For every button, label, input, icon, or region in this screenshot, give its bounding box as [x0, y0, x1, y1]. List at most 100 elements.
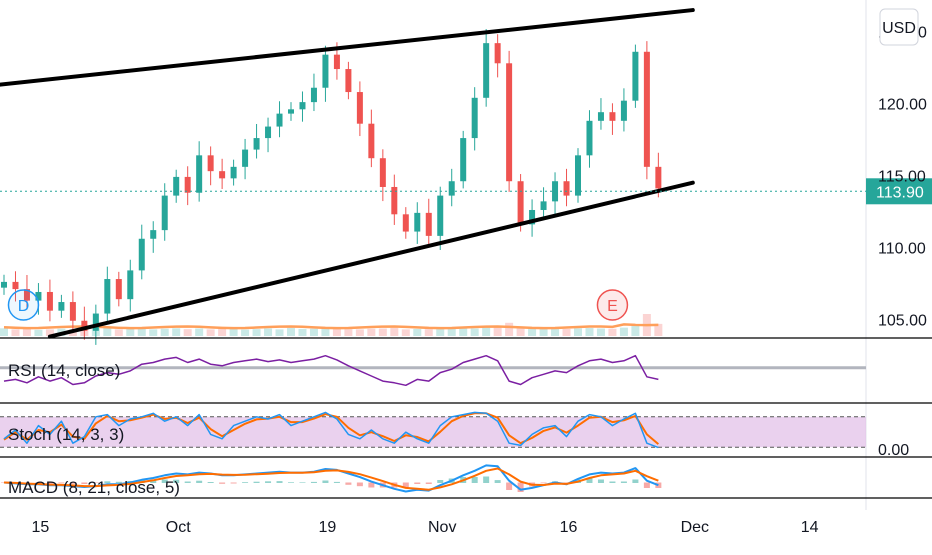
candle-body — [643, 51, 650, 167]
candle-body — [563, 181, 570, 196]
volume-bar — [367, 328, 376, 336]
candle-body — [184, 176, 191, 193]
candle-body — [253, 138, 260, 150]
currency-label: USD — [882, 20, 916, 37]
candle-body — [299, 102, 306, 110]
candle-body — [494, 43, 501, 64]
volume-bar — [619, 327, 628, 336]
volume-bar — [264, 328, 273, 336]
macd-histogram-bar — [230, 482, 237, 484]
volume-bar — [631, 325, 640, 336]
volume-bar — [137, 327, 146, 336]
macd-histogram-bar — [586, 478, 593, 483]
macd-histogram-bar — [368, 482, 375, 488]
volume-bar — [252, 329, 261, 336]
rsi-label: RSI (14, close) — [8, 361, 120, 380]
date-tick-label: 15 — [32, 519, 50, 536]
candle-body — [506, 63, 513, 182]
candle-body — [437, 195, 444, 236]
candle-body — [127, 270, 134, 300]
stoch-band — [0, 416, 866, 448]
macd-histogram-bar — [345, 482, 352, 485]
volume-bar — [321, 327, 330, 336]
trendlines-layer[interactable] — [0, 8, 695, 339]
date-tick-label: Nov — [428, 519, 456, 536]
volume-bar — [459, 327, 468, 336]
candle-body — [483, 43, 490, 98]
macd-histogram-bar — [253, 481, 260, 483]
macd-histogram-bar — [265, 481, 272, 483]
candle-body — [460, 138, 467, 182]
volume-bar — [149, 329, 158, 336]
date-axis[interactable]: 15 Oct 19 Nov 16 Dec 14 — [32, 519, 819, 536]
volume-bar — [114, 329, 123, 336]
volume-bar — [309, 328, 318, 336]
price-tick-label: 105.00 — [878, 312, 927, 329]
candle-body — [138, 238, 145, 271]
candle-body — [345, 69, 352, 93]
macd-histogram-bar — [356, 482, 363, 487]
candle-body — [655, 166, 662, 189]
volume-bar — [332, 328, 341, 336]
candle-body — [575, 155, 581, 196]
event-marker-label: E — [607, 298, 618, 315]
trendline-lower[interactable] — [47, 180, 695, 339]
macd-label: MACD (8, 21, close, 5) — [8, 478, 180, 497]
volume-bar — [608, 328, 617, 336]
candle-body — [81, 320, 88, 331]
volume-bar — [344, 329, 353, 336]
macd-histogram-bar — [288, 482, 294, 483]
macd-histogram-bar — [471, 477, 478, 483]
candle-body — [448, 181, 455, 196]
event-marker-label: D — [18, 298, 30, 315]
macd-histogram-bar — [322, 480, 329, 483]
volume-bar — [287, 328, 295, 336]
macd-histogram-bar — [299, 482, 306, 483]
indicator-panels[interactable]: RSI (14, close) Stoch (14, 3, 3) 0.00 MACD … — [0, 337, 932, 499]
macd-histogram-bar — [104, 481, 111, 483]
volume-bar — [160, 328, 169, 336]
macd-histogram-bar — [437, 480, 444, 483]
candle-body — [529, 209, 536, 225]
candle-body — [517, 181, 524, 225]
candle-body — [391, 186, 398, 215]
volume-bar — [229, 328, 238, 336]
volume-bar — [172, 328, 181, 336]
macd-histogram-bar — [620, 481, 627, 483]
volume-bar — [585, 328, 594, 336]
event-marker-d[interactable] — [7, 289, 40, 321]
macd-histogram-bar — [402, 482, 409, 487]
volume-bar — [298, 328, 307, 336]
volume-bar — [103, 328, 112, 336]
volume-bar — [551, 328, 560, 336]
macd-histogram-bar — [207, 482, 214, 483]
volume-bar — [34, 329, 43, 336]
trendline-upper[interactable] — [0, 8, 695, 89]
price-tick-label: 110.00 — [878, 240, 926, 257]
volume-layer — [0, 314, 663, 336]
candle-body — [265, 126, 272, 139]
macd-histogram-bar — [632, 479, 639, 483]
candle-body — [173, 176, 180, 196]
candle-body — [356, 92, 363, 124]
candle-body — [58, 302, 65, 311]
currency-badge[interactable]: USD — [879, 8, 919, 46]
date-tick-label: 14 — [801, 519, 819, 536]
date-tick-label: Dec — [681, 519, 709, 536]
candle-body — [242, 149, 249, 167]
candle-body — [379, 158, 386, 187]
volume-bar — [206, 329, 215, 336]
macd-histogram-bar — [46, 482, 53, 484]
macd-signal-line — [3, 467, 659, 491]
stoch-k-line — [3, 411, 659, 449]
macd-histogram-bar — [414, 482, 421, 484]
volume-bar — [11, 329, 20, 336]
volume-bar — [596, 328, 605, 336]
event-marker-e[interactable] — [596, 289, 629, 321]
macd-histogram-bar — [655, 482, 662, 488]
candle-body — [368, 123, 375, 159]
volume-bar — [470, 328, 479, 336]
